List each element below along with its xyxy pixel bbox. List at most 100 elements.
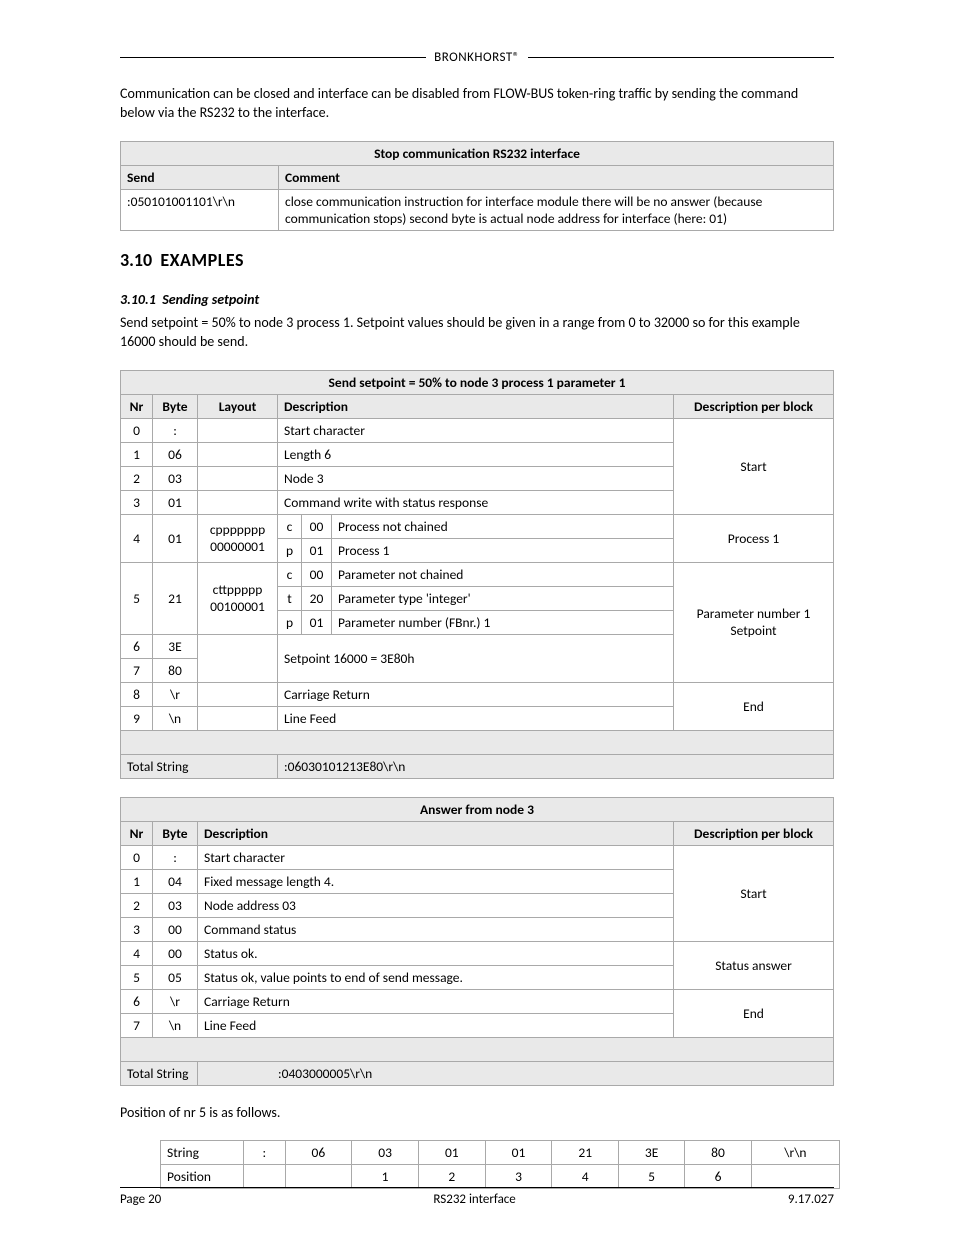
- t2-r0-layout: [198, 418, 278, 442]
- table1-r0-comment: close communication instruction for inte…: [279, 189, 834, 230]
- section-title: EXAMPLES: [160, 249, 244, 271]
- t3-r7-nr: 7: [121, 1013, 153, 1037]
- header-rule-left: [120, 57, 426, 58]
- t2-r4a-3: Process not chained: [332, 514, 674, 538]
- table1-col-comment: Comment: [279, 165, 834, 189]
- t2-block-start: Start: [674, 418, 834, 514]
- t2-r0-nr: 0: [121, 418, 153, 442]
- t3-col-block: Description per block: [674, 821, 834, 845]
- t4-r2-2: 1: [352, 1165, 419, 1189]
- t4-r1-7: 80: [685, 1141, 752, 1165]
- t2-r5-layout: cttppppp00100001: [198, 562, 278, 634]
- page-footer: Page 20 RS232 interface 9.17.027: [120, 1187, 834, 1207]
- t3-spacer: [121, 1037, 834, 1061]
- t2-r7-byte: 80: [153, 658, 198, 682]
- t3-r2-nr: 2: [121, 893, 153, 917]
- t2-r4-nr: 4: [121, 514, 153, 562]
- t2-col-nr: Nr: [121, 394, 153, 418]
- position-table: String : 06 03 01 01 21 3E 80 \r\n Posit…: [160, 1140, 840, 1189]
- t3-r4-desc: Status ok.: [198, 941, 674, 965]
- t2-block-p1: Process 1: [674, 514, 834, 562]
- brand-text: BRONKHORST®: [434, 50, 520, 65]
- t2-r4b-2: 01: [302, 538, 332, 562]
- t3-r1-byte: 04: [153, 869, 198, 893]
- t2-r7-nr: 7: [121, 658, 153, 682]
- table3-title: Answer from node 3: [121, 797, 834, 821]
- t4-r1-1: 06: [285, 1141, 352, 1165]
- t2-total-val: :06030101213E80\r\n: [278, 754, 834, 778]
- t2-r1-byte: 06: [153, 442, 198, 466]
- t4-r2-0: [244, 1165, 286, 1189]
- header-rule-right: [528, 57, 834, 58]
- t2-r9-nr: 9: [121, 706, 153, 730]
- t2-r5c-3: Parameter number (FBnr.) 1: [332, 610, 674, 634]
- t2-r4b-3: Process 1: [332, 538, 674, 562]
- t3-r3-desc: Command status: [198, 917, 674, 941]
- t2-r6-layout: [198, 634, 278, 682]
- t3-r1-nr: 1: [121, 869, 153, 893]
- footer-right: 9.17.027: [788, 1192, 834, 1207]
- t2-r1-nr: 1: [121, 442, 153, 466]
- t3-r0-desc: Start character: [198, 845, 674, 869]
- table1-col-send: Send: [121, 165, 279, 189]
- t2-r5b-1: t: [278, 586, 302, 610]
- t2-r5c-2: 01: [302, 610, 332, 634]
- t4-r2-5: 4: [552, 1165, 619, 1189]
- t3-col-nr: Nr: [121, 821, 153, 845]
- t3-r4-nr: 4: [121, 941, 153, 965]
- t2-col-desc: Description: [278, 394, 674, 418]
- t2-r2-nr: 2: [121, 466, 153, 490]
- intro-paragraph: Communication can be closed and interfac…: [120, 85, 834, 123]
- footer-center: RS232 interface: [433, 1192, 515, 1207]
- page-header: BRONKHORST®: [120, 50, 834, 65]
- t4-r2-8: [751, 1165, 839, 1189]
- subsection-heading: 3.10.1 Sending setpoint: [120, 291, 834, 308]
- t2-r5b-2: 20: [302, 586, 332, 610]
- t3-r0-byte: :: [153, 845, 198, 869]
- t2-col-block: Description per block: [674, 394, 834, 418]
- t2-r2-layout: [198, 466, 278, 490]
- t4-r2-1: [285, 1165, 352, 1189]
- t2-r4a-2: 00: [302, 514, 332, 538]
- footer-left: Page 20: [120, 1192, 161, 1207]
- t2-r4-layout: cppppppp00000001: [198, 514, 278, 562]
- t2-r5a-1: c: [278, 562, 302, 586]
- t4-r1-4: 01: [485, 1141, 552, 1165]
- t2-r0-byte: :: [153, 418, 198, 442]
- t2-r5-nr: 5: [121, 562, 153, 634]
- t3-total-label: Total String: [121, 1061, 198, 1085]
- t4-r2-4: 3: [485, 1165, 552, 1189]
- t2-r9-layout: [198, 706, 278, 730]
- t2-r9-byte: \n: [153, 706, 198, 730]
- t2-col-byte: Byte: [153, 394, 198, 418]
- stop-comm-table: Stop communication RS232 interface Send …: [120, 141, 834, 231]
- t2-r9-desc: Line Feed: [278, 706, 674, 730]
- t2-r8-nr: 8: [121, 682, 153, 706]
- t2-r3-nr: 3: [121, 490, 153, 514]
- t2-r3-desc: Command write with status response: [278, 490, 674, 514]
- t4-r1-3: 01: [418, 1141, 485, 1165]
- table1-title: Stop communication RS232 interface: [121, 141, 834, 165]
- t2-r5b-3: Parameter type 'integer': [332, 586, 674, 610]
- t3-r2-byte: 03: [153, 893, 198, 917]
- t2-r4a-1: c: [278, 514, 302, 538]
- t4-r1-0: :: [244, 1141, 286, 1165]
- t3-block-status: Status answer: [674, 941, 834, 989]
- t2-block-param: Parameter number 1 Setpoint: [674, 562, 834, 682]
- section-num: 3.10: [120, 249, 152, 271]
- t3-r1-desc: Fixed message length 4.: [198, 869, 674, 893]
- t2-r5a-3: Parameter not chained: [332, 562, 674, 586]
- t2-r8-desc: Carriage Return: [278, 682, 674, 706]
- t3-r0-nr: 0: [121, 845, 153, 869]
- t2-r5c-1: p: [278, 610, 302, 634]
- t4-r1-5: 21: [552, 1141, 619, 1165]
- send-setpoint-table: Send setpoint = 50% to node 3 process 1 …: [120, 370, 834, 779]
- t3-r6-nr: 6: [121, 989, 153, 1013]
- t4-r2-3: 2: [418, 1165, 485, 1189]
- t3-r3-nr: 3: [121, 917, 153, 941]
- t3-col-byte: Byte: [153, 821, 198, 845]
- t3-r5-nr: 5: [121, 965, 153, 989]
- t2-r2-desc: Node 3: [278, 466, 674, 490]
- t3-r6-byte: \r: [153, 989, 198, 1013]
- t3-r5-desc: Status ok, value points to end of send m…: [198, 965, 674, 989]
